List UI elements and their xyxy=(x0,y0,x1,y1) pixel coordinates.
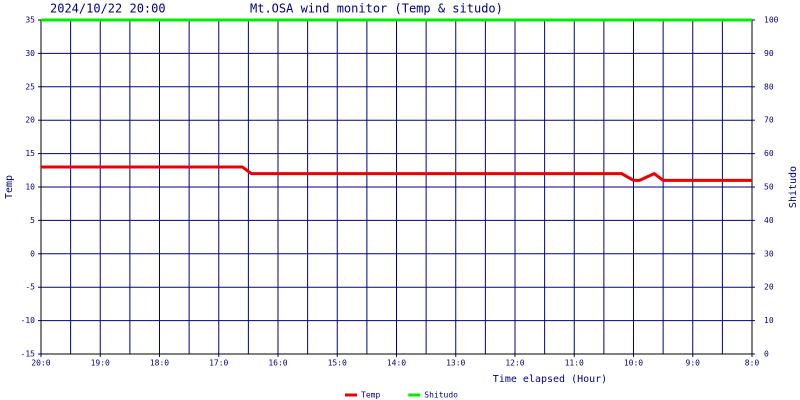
series-line xyxy=(41,165,752,182)
x-tick-label: 17:0 xyxy=(209,359,228,368)
y-tick-label: 10 xyxy=(25,183,35,192)
y-tick-label: 30 xyxy=(25,49,35,58)
y2-tick-label: 90 xyxy=(764,49,774,58)
y2-tick-label: 100 xyxy=(764,16,779,25)
y2-tick-label: 10 xyxy=(764,316,774,325)
timestamp: 2024/10/22 20:00 xyxy=(50,2,166,16)
y-tick-label: -10 xyxy=(21,316,36,325)
x-tick-label: 15:0 xyxy=(328,359,347,368)
y-tick-label: 35 xyxy=(25,16,35,25)
y-tick-label: -15 xyxy=(21,350,36,359)
y2-tick-label: 0 xyxy=(764,350,769,359)
y2-tick-label: 70 xyxy=(764,116,774,125)
x-tick-label: 11:0 xyxy=(565,359,584,368)
y-tick-label: 5 xyxy=(30,216,35,225)
y2-tick-label: 80 xyxy=(764,82,774,91)
x-tick-label: 18:0 xyxy=(150,359,169,368)
y2-axis-label: Shitudo xyxy=(788,166,799,208)
y-tick-label: 20 xyxy=(25,116,35,125)
y2-tick-label: 30 xyxy=(764,249,774,258)
y2-tick-label: 60 xyxy=(764,149,774,158)
x-tick-label: 9:0 xyxy=(686,359,701,368)
y2-tick-label: 40 xyxy=(764,216,774,225)
x-tick-label: 19:0 xyxy=(91,359,110,368)
x-tick-label: 13:0 xyxy=(446,359,465,368)
y-tick-label: 25 xyxy=(25,82,35,91)
y-axis-label: Temp xyxy=(4,175,15,199)
x-axis-label: Time elapsed (Hour) xyxy=(493,374,607,385)
y-tick-label: 0 xyxy=(30,249,35,258)
x-tick-label: 14:0 xyxy=(387,359,406,368)
x-tick-label: 10:0 xyxy=(624,359,643,368)
legend-label: Temp xyxy=(361,391,380,400)
chart-title: Mt.OSA wind monitor (Temp & situdo) xyxy=(250,2,503,16)
y-tick-label: -5 xyxy=(25,283,35,292)
legend-label: Shitudo xyxy=(424,391,458,400)
x-tick-label: 20:0 xyxy=(31,359,50,368)
y-tick-label: 15 xyxy=(25,149,35,158)
x-tick-label: 8:0 xyxy=(745,359,760,368)
y2-tick-label: 50 xyxy=(764,183,774,192)
y2-tick-label: 20 xyxy=(764,283,774,292)
x-tick-label: 16:0 xyxy=(268,359,287,368)
x-tick-label: 12:0 xyxy=(505,359,524,368)
